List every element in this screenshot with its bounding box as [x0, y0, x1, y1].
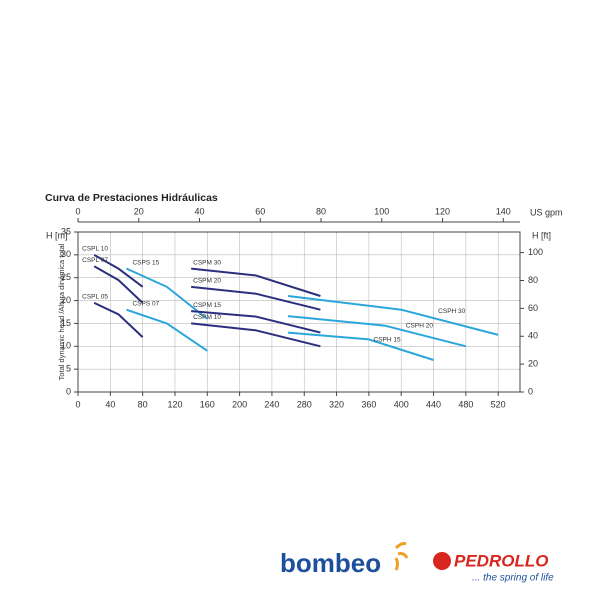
x-tick-label: 200: [232, 399, 247, 409]
x-tick-label: 240: [264, 399, 279, 409]
curve: [93, 301, 144, 338]
x2-tick-label: 120: [435, 206, 450, 216]
curve: [191, 322, 321, 348]
y2-tick-label: 100: [528, 247, 543, 257]
x-tick-label: 40: [105, 399, 115, 409]
series-label: CSPS 15: [132, 259, 159, 266]
y-tick-label: 5: [66, 364, 71, 374]
x-tick-label: 360: [361, 399, 376, 409]
x-tick-label: 160: [200, 399, 215, 409]
x2-tick-label: 140: [496, 206, 511, 216]
series-label: CSPL 07: [82, 257, 108, 264]
x2-tick-label: 80: [316, 206, 326, 216]
series-label: CSPL 05: [82, 294, 108, 301]
curve: [287, 295, 499, 336]
series-label: CSPM 15: [193, 302, 221, 309]
bombeo-logo: bombeo: [280, 548, 381, 578]
x-tick-label: 320: [329, 399, 344, 409]
x-tick-label: 80: [138, 399, 148, 409]
curve: [126, 267, 208, 320]
pedrollo-logo: PEDROLLO: [454, 551, 548, 570]
plot-frame: [77, 231, 521, 393]
x-tick-label: 280: [297, 399, 312, 409]
series-label: CSPL 10: [82, 246, 108, 253]
y2-tick-label: 80: [528, 275, 538, 285]
series-label: CSPS 07: [132, 300, 159, 307]
bombeo-flourish: [394, 542, 409, 571]
curve: [93, 253, 144, 288]
x-tick-label: 400: [394, 399, 409, 409]
y-tick-label: 15: [61, 318, 71, 328]
x2-tick-label: 60: [255, 206, 265, 216]
y2-unit: H [ft]: [532, 230, 551, 240]
curve: [93, 265, 144, 304]
x2-unit: US gpm: [530, 207, 563, 217]
y-tick-label: 10: [61, 341, 71, 351]
x2-tick-label: 100: [374, 206, 389, 216]
series-label: CSPH 15: [374, 336, 401, 343]
y-tick-label: 25: [61, 272, 71, 282]
x-tick-label: 120: [167, 399, 182, 409]
x-tick-label: 520: [491, 399, 506, 409]
chart-title: Curva de Prestaciones Hidráulicas: [45, 192, 218, 204]
y2-tick-label: 20: [528, 359, 538, 369]
x-tick-label: 0: [75, 399, 80, 409]
y2-tick-label: 40: [528, 331, 538, 341]
curve: [191, 267, 321, 297]
curve: [126, 308, 208, 352]
series-label: CSPM 20: [193, 278, 221, 285]
y-unit: H [m]: [46, 230, 68, 240]
pedrollo-mark: [433, 552, 451, 570]
y-tick-label: 35: [61, 226, 71, 236]
x2-tick-label: 20: [134, 206, 144, 216]
series-label: CSPH 30: [438, 308, 465, 315]
curve: [288, 331, 434, 361]
curve: [287, 315, 467, 348]
y2-tick-label: 0: [528, 386, 533, 396]
curve: [191, 310, 321, 334]
y-tick-label: 20: [61, 295, 71, 305]
curve: [191, 285, 321, 311]
y-tick-label: 30: [61, 249, 71, 259]
x2-tick-label: 0: [75, 206, 80, 216]
y-axis-label: Total dynamic head /Altura dinámica tota…: [57, 243, 66, 380]
series-label: CSPM 10: [193, 314, 221, 321]
series-label: CSPM 30: [193, 259, 221, 266]
x-tick-label: 440: [426, 399, 441, 409]
x-tick-label: 480: [458, 399, 473, 409]
x2-tick-label: 40: [195, 206, 205, 216]
y-tick-label: 0: [66, 386, 71, 396]
slogan: ... the spring of life: [472, 573, 554, 584]
series-label: CSPH 20: [406, 323, 433, 330]
y2-tick-label: 60: [528, 303, 538, 313]
